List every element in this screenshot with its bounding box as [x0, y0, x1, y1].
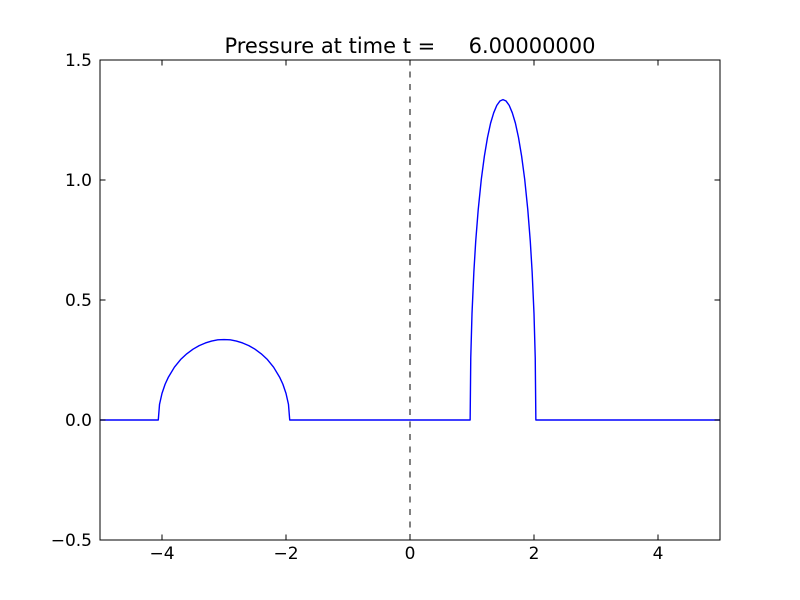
y-tick-label: 0.5 — [65, 291, 92, 311]
x-tick-label: −4 — [149, 544, 174, 564]
x-tick-label: 2 — [529, 544, 540, 564]
x-tick-label: 4 — [653, 544, 664, 564]
y-tick-label: −0.5 — [51, 531, 92, 551]
y-tick-label: 0.0 — [65, 411, 92, 431]
x-tick-label: −2 — [273, 544, 298, 564]
plot-title: Pressure at time t = 6.00000000 — [224, 34, 596, 58]
y-tick-label: 1.0 — [65, 171, 92, 191]
x-tick-label: 0 — [405, 544, 416, 564]
y-tick-label: 1.5 — [65, 51, 92, 71]
pressure-curve — [100, 98, 720, 421]
